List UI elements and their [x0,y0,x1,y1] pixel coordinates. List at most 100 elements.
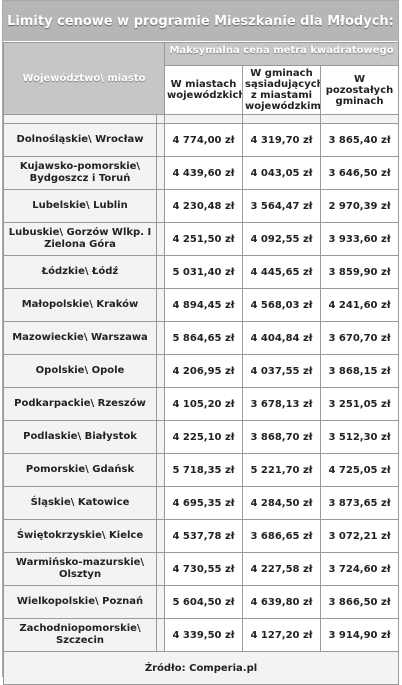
region-cell: Śląskie\ Katowice [3,486,157,520]
table-row: Opolskie\ Opole 4 206,95 zł 4 037,55 zł 3 8… [3,354,400,388]
row-gap [156,321,165,355]
table-row: Pomorskie\ Gdańsk 5 718,35 zł 5 221,70 zł 4… [3,453,400,487]
region-cell: Małopolskie\ Kraków [3,288,157,322]
table-row: Śląskie\ Katowice 4 695,35 zł 4 284,50 zł 3… [3,486,400,520]
price-neighbor-cell: 4 445,65 zł [242,255,321,289]
price-neighbor-cell: 4 639,80 zł [242,585,321,619]
price-neighbor-cell: 4 227,58 zł [242,552,321,586]
price-other-cell: 3 914,90 zł [319,618,400,652]
price-cities-cell: 4 206,95 zł [164,354,243,388]
price-other-cell: 3 866,50 zł [319,585,400,619]
price-other-cell: 3 072,21 zł [319,519,400,553]
price-cities-cell: 5 604,50 zł [164,585,243,619]
price-cities-cell: 4 230,48 zł [164,189,243,223]
price-neighbor-cell: 4 284,50 zł [242,486,321,520]
table-row: Małopolskie\ Kraków 4 894,45 zł 4 568,03 z… [3,288,400,322]
price-cities-cell: 4 730,55 zł [164,552,243,586]
region-cell: Kujawsko-pomorskie\ Bydgoszcz i Toruń [3,156,157,190]
price-cities-cell: 4 105,20 zł [164,387,243,421]
price-other-cell: 3 865,40 zł [319,123,400,157]
price-limits-table: Województwo\ miasto Maksymalna cena metr… [2,42,400,685]
region-cell: Pomorskie\ Gdańsk [3,453,157,487]
price-other-cell: 3 512,30 zł [319,420,400,454]
header-max-price: Maksymalna cena metra kwadratowego [163,42,400,66]
row-gap [156,222,165,256]
price-neighbor-cell: 5 221,70 zł [242,453,321,487]
row-gap [156,354,165,388]
table-row: Lubuskie\ Gorzów Wlkp. I Zielona Góra 4 2… [3,222,400,256]
table-row: Łódzkie\ Łódź 5 031,40 zł 4 445,65 zł 3 859… [3,255,400,289]
price-other-cell: 3 873,65 zł [319,486,400,520]
region-cell: Warmińsko-mazurskie\ Olsztyn [3,552,157,586]
row-gap [156,585,165,619]
table-row: Lubelskie\ Lublin 4 230,48 zł 3 564,47 zł 2… [3,189,400,223]
price-other-cell: 3 670,70 zł [319,321,400,355]
row-gap [156,387,165,421]
region-cell: Opolskie\ Opole [3,354,157,388]
price-cities-cell: 4 439,60 zł [164,156,243,190]
table-row: Świętokrzyskie\ Kielce 4 537,78 zł 3 686,6… [3,519,400,553]
header-col-neighbor-communes: W gminach sąsiadujących z miastami wojew… [242,65,321,115]
price-neighbor-cell: 4 092,55 zł [242,222,321,256]
price-neighbor-cell: 4 127,20 zł [242,618,321,652]
price-other-cell: 3 646,50 zł [319,156,400,190]
row-gap [156,486,165,520]
price-cities-cell: 5 864,65 zł [164,321,243,355]
price-other-cell: 3 933,60 zł [319,222,400,256]
price-cities-cell: 4 225,10 zł [164,420,243,454]
row-gap [156,189,165,223]
source-note: Źródło: Comperia.pl [2,651,400,685]
price-other-cell: 3 724,60 zł [319,552,400,586]
row-gap [156,618,165,652]
header-spacer [3,114,400,124]
price-neighbor-cell: 4 037,55 zł [242,354,321,388]
price-other-cell: 3 868,15 zł [319,354,400,388]
row-gap [156,420,165,454]
price-other-cell: 2 970,39 zł [319,189,400,223]
region-cell: Łódzkie\ Łódź [3,255,157,289]
header-region: Województwo\ miasto [3,42,165,115]
row-gap [156,519,165,553]
table-title: Limity cenowe w programie Mieszkanie dla… [3,1,398,42]
region-cell: Lubelskie\ Lublin [3,189,157,223]
table-row: Kujawsko-pomorskie\ Bydgoszcz i Toruń 4 4… [3,156,400,190]
price-cities-cell: 4 695,35 zł [164,486,243,520]
table-row: Wielkopolskie\ Poznań 5 604,50 zł 4 639,80… [3,585,400,619]
price-neighbor-cell: 4 568,03 zł [242,288,321,322]
price-cities-cell: 4 894,45 zł [164,288,243,322]
price-cities-cell: 4 251,50 zł [164,222,243,256]
table-row: Warmińsko-mazurskie\ Olsztyn 4 730,55 zł 4… [3,552,400,586]
price-neighbor-cell: 3 564,47 zł [242,189,321,223]
price-neighbor-cell: 3 678,13 zł [242,387,321,421]
row-gap [156,123,165,157]
price-cities-cell: 4 537,78 zł [164,519,243,553]
price-neighbor-cell: 4 043,05 zł [242,156,321,190]
header-col-cities: W miastach wojewódzkich [164,65,243,115]
price-other-cell: 4 725,05 zł [319,453,400,487]
header-col-other-communes: W pozostałych gminach [319,65,400,115]
price-other-cell: 4 241,60 zł [319,288,400,322]
table-row: Mazowieckie\ Warszawa 5 864,65 zł 4 404,84… [3,321,400,355]
price-neighbor-cell: 3 686,65 zł [242,519,321,553]
row-gap [156,156,165,190]
table-row: Zachodniopomorskie\ Szczecin 4 339,50 zł 4… [3,618,400,652]
region-cell: Podlaskie\ Białystok [3,420,157,454]
row-gap [156,288,165,322]
price-neighbor-cell: 3 868,70 zł [242,420,321,454]
region-cell: Zachodniopomorskie\ Szczecin [3,618,157,652]
region-cell: Świętokrzyskie\ Kielce [3,519,157,553]
region-cell: Lubuskie\ Gorzów Wlkp. I Zielona Góra [3,222,157,256]
price-cities-cell: 5 718,35 zł [164,453,243,487]
price-cities-cell: 5 031,40 zł [164,255,243,289]
price-other-cell: 3 859,90 zł [319,255,400,289]
price-other-cell: 3 251,05 zł [319,387,400,421]
row-gap [156,255,165,289]
price-neighbor-cell: 4 404,84 zł [242,321,321,355]
region-cell: Mazowieckie\ Warszawa [3,321,157,355]
price-cities-cell: 4 774,00 zł [164,123,243,157]
price-neighbor-cell: 4 319,70 zł [242,123,321,157]
table-body: Dolnośląskie\ Wrocław 4 774,00 zł 4 319,70… [3,123,400,652]
price-cities-cell: 4 339,50 zł [164,618,243,652]
region-cell: Podkarpackie\ Rzeszów [3,387,157,421]
